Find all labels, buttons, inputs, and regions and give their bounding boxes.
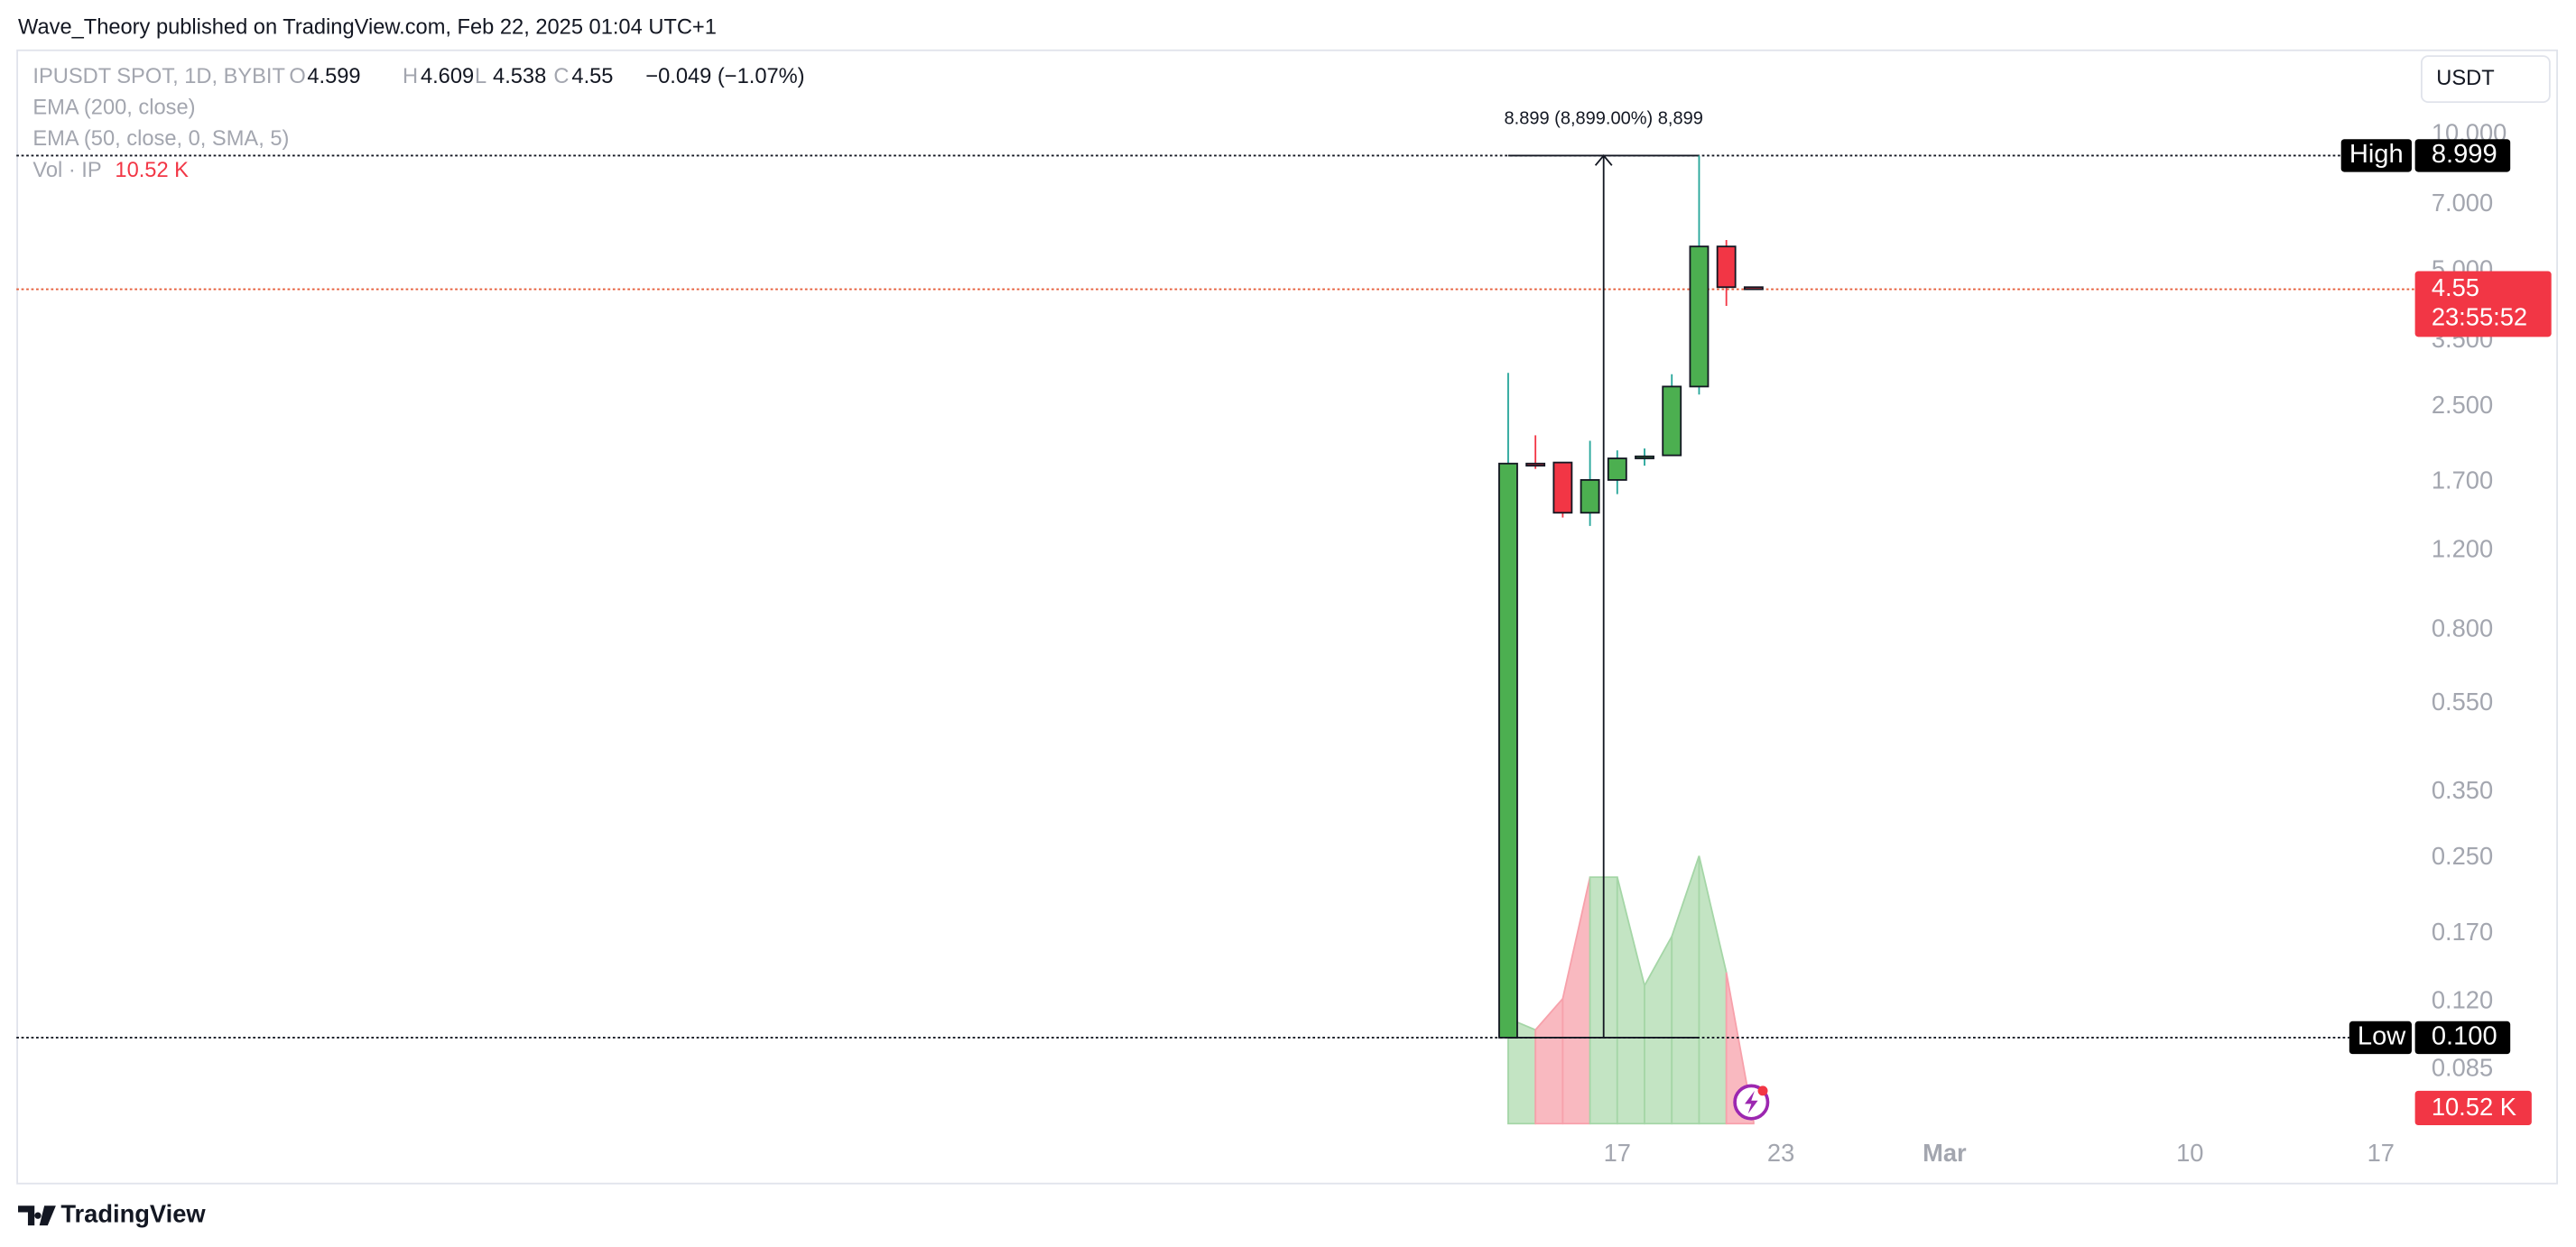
y-tick-label: 1.700: [2432, 466, 2493, 494]
candle-body: [1689, 245, 1710, 388]
legend-indicator: EMA (200, close): [32, 97, 195, 120]
high-value-badge: [2414, 139, 2511, 172]
low-label: Low: [2358, 1022, 2406, 1051]
legend-indicator: EMA (50, close, 0, SMA, 5): [32, 127, 289, 151]
measure-label: 8.899 (8,899.00%) 8,899: [1505, 109, 1703, 129]
y-tick-label: 0.170: [2432, 918, 2493, 946]
candle-body: [1525, 462, 1546, 466]
y-tick-label: 0.350: [2432, 776, 2493, 804]
volume-area: [1671, 855, 1700, 1125]
legend-symbol: IPUSDT SPOT, 1D, BYBIT: [32, 65, 285, 88]
legend-letter: H: [403, 65, 418, 88]
candle-body: [1716, 245, 1737, 289]
x-tick-label: 23: [1767, 1139, 1794, 1167]
volume-area: [1561, 876, 1591, 1125]
y-tick-label: 0.250: [2432, 842, 2493, 870]
legend-letter: O: [289, 65, 305, 88]
legend-low: 4.538: [493, 65, 546, 88]
alert-dot: [1757, 1085, 1768, 1096]
volume-area: [1698, 855, 1728, 1125]
chart-frame: [16, 49, 2558, 1185]
legend-volume-value: 10.52 K: [115, 159, 189, 182]
alert-bolt: [1745, 1090, 1758, 1114]
x-tick-label: 10: [2176, 1139, 2203, 1167]
brand-logo: [18, 1205, 56, 1226]
candle-body: [1662, 385, 1682, 457]
legend-volume: Vol · IP: [32, 159, 101, 182]
legend-high: 4.609: [421, 65, 474, 88]
measure-arrowhead: [1594, 153, 1613, 166]
legend-letter: L: [475, 65, 486, 88]
high-badge: [2340, 139, 2412, 172]
candle-body: [1498, 462, 1518, 1039]
legend-letter: C: [553, 65, 569, 88]
x-tick-label: 17: [2368, 1139, 2395, 1167]
volume-area: [1534, 996, 1564, 1125]
low-badge: [2349, 1021, 2412, 1055]
low-value-badge: [2414, 1021, 2511, 1055]
legend-close: 4.55: [571, 65, 613, 88]
volume-value: 10.52 K: [2432, 1093, 2516, 1121]
currency[interactable]: USDT: [2436, 67, 2494, 90]
legend-open: 4.599: [307, 65, 360, 88]
y-tick-label: 0.120: [2432, 986, 2493, 1014]
candle-body: [1607, 457, 1627, 481]
candle-body: [1552, 461, 1573, 514]
y-tick-label: 1.200: [2432, 534, 2493, 562]
low-value: 0.100: [2432, 1022, 2497, 1051]
y-tick-label: 2.500: [2432, 391, 2493, 419]
y-tick-label: 7.000: [2432, 189, 2493, 217]
y-tick-label: 0.085: [2432, 1053, 2493, 1081]
y-tick-label: 0.800: [2432, 614, 2493, 642]
currency-button[interactable]: [2420, 55, 2551, 104]
volume-area: [1644, 933, 1673, 1125]
x-tick-label: 17: [1604, 1139, 1631, 1167]
legend-change: −0.049 (−1.07%): [645, 65, 804, 88]
high-label: High: [2349, 140, 2404, 169]
chart-title: Wave_Theory published on TradingView.com…: [18, 15, 717, 39]
legend: IPUSDT SPOT, 1D, BYBIT O 4.599 H 4.609 L 4.538…: [32, 65, 804, 182]
price-value: 4.55: [2432, 273, 2479, 301]
volume-badge: [2414, 1090, 2532, 1126]
x-tick-label: Mar: [1923, 1139, 1967, 1167]
y-tick-label: 0.550: [2432, 688, 2493, 716]
price-badge: [2414, 271, 2552, 337]
high-value: 8.999: [2432, 140, 2497, 169]
countdown: 23:55:52: [2432, 303, 2527, 331]
candle-body: [1635, 455, 1654, 459]
candle-body: [1743, 286, 1764, 291]
candle-body: [1580, 478, 1600, 514]
brand: TradingView: [60, 1199, 206, 1227]
volume-area: [1616, 876, 1645, 1125]
